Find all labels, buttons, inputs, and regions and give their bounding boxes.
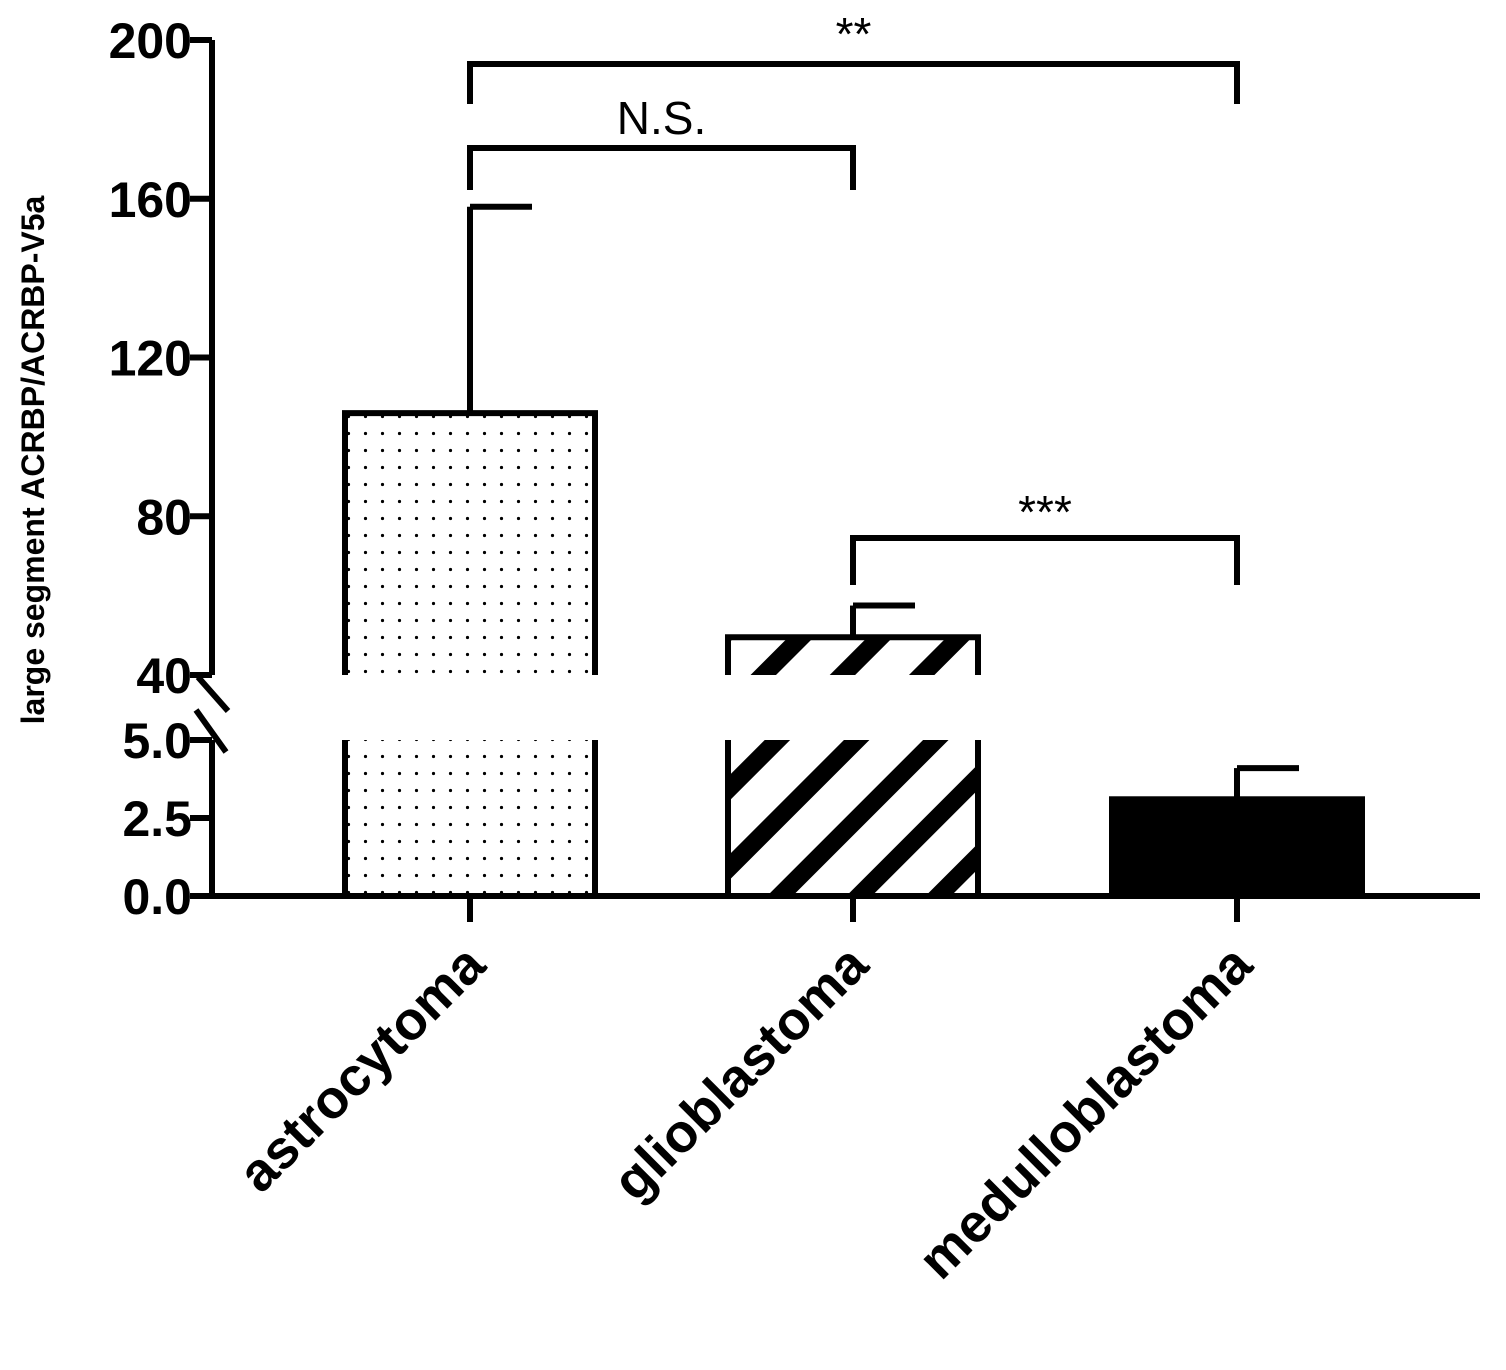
axis-break-mark (193, 708, 229, 754)
y-tick-label: 2.5 (122, 791, 192, 847)
bar-astrocytoma-lower (345, 740, 595, 896)
y-tick-label: 0.0 (122, 869, 192, 925)
significance-bracket (467, 61, 1240, 104)
y-tick-label: 200 (109, 13, 192, 69)
bar-astrocytoma-upper-outline (342, 410, 598, 675)
significance-label: *** (1018, 486, 1072, 538)
x-tick-label-medulloblastoma: medulloblastoma (907, 933, 1264, 1290)
y-tick-label: 40 (136, 648, 192, 704)
significance-bracket (850, 535, 1240, 585)
bar-medulloblastoma (1109, 796, 1365, 900)
significance-label: N.S. (617, 92, 706, 144)
bar-glioblastoma-upper-outline (725, 634, 981, 675)
axis-break-mark (195, 675, 231, 713)
bar-glioblastoma-upper (728, 637, 978, 675)
significance-bracket (467, 145, 856, 190)
error-bars (467, 203, 1299, 800)
y-tick-label: 120 (109, 331, 192, 387)
x-tick-label-glioblastoma: glioblastoma (602, 933, 881, 1212)
significance-brackets: ** N.S. *** (467, 8, 1240, 585)
y-axis-label: large segment ACRBP/ACRBP-V5a (15, 195, 51, 724)
bar-astrocytoma-upper (345, 413, 595, 675)
significance-label: ** (836, 8, 872, 60)
y-tick-label: 80 (136, 489, 192, 545)
y-tick-label: 5.0 (122, 713, 192, 769)
x-tick-labels: astrocytoma glioblastoma medulloblastoma (227, 933, 1264, 1290)
y-tick-label: 160 (109, 172, 192, 228)
x-tick-label-astrocytoma: astrocytoma (227, 933, 497, 1203)
bar-glioblastoma-lower (728, 740, 978, 896)
bars (342, 410, 1365, 900)
y-ticks: 0.0 2.5 5.0 40 80 120 160 200 (109, 13, 1240, 925)
